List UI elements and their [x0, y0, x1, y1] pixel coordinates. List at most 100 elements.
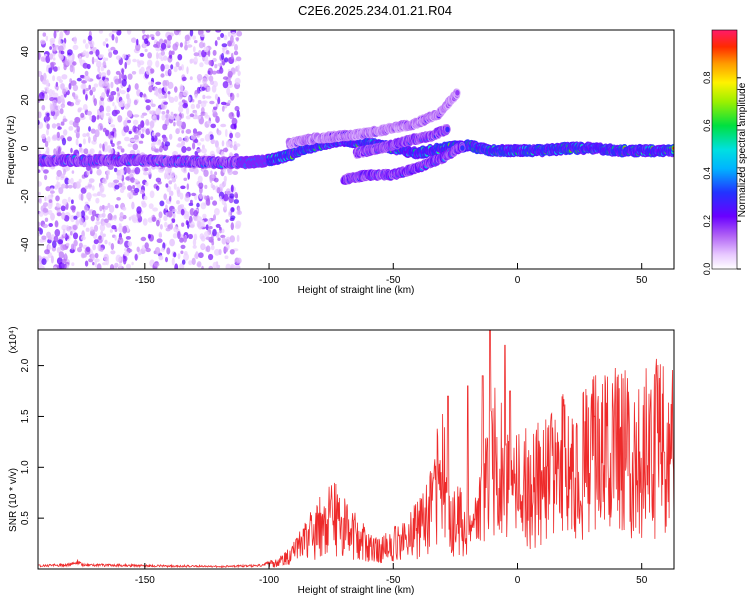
heatmap-cell — [203, 169, 209, 177]
heatmap-cell — [217, 96, 221, 105]
heatmap-cell — [189, 30, 194, 37]
heatmap-cell — [90, 128, 96, 134]
heatmap-cell — [149, 98, 154, 106]
heatmap-cell — [80, 252, 86, 259]
heatmap-cell — [160, 42, 167, 50]
heatmap-cell — [58, 39, 62, 45]
heatmap-cell — [68, 125, 74, 131]
heatmap-cell — [108, 133, 111, 139]
heatmap-cell — [188, 233, 193, 240]
heatmap-cell — [64, 177, 70, 185]
heatmap-cell — [70, 205, 76, 211]
heatmap-cell — [89, 51, 94, 55]
heatmap-cell — [89, 89, 93, 96]
heatmap-cell — [62, 228, 66, 237]
heatmap-cell — [82, 50, 87, 56]
heatmap-cell — [116, 30, 122, 36]
heatmap-cell — [129, 169, 136, 173]
heatmap-cell — [230, 222, 234, 231]
heatmap-cell — [104, 218, 109, 224]
heatmap-cell — [145, 181, 149, 187]
heatmap-cell — [201, 86, 206, 91]
heatmap-cell — [172, 233, 178, 239]
heatmap-cell — [134, 83, 139, 90]
heatmap-cell — [173, 183, 177, 190]
heatmap-cell — [106, 105, 111, 113]
heatmap-cell — [196, 148, 202, 153]
heatmap-cell — [63, 168, 66, 175]
heatmap-cell — [104, 239, 108, 245]
heatmap-cell — [210, 123, 216, 129]
heatmap-cell — [80, 83, 87, 90]
heatmap-cell — [94, 258, 100, 263]
heatmap-cell — [83, 148, 89, 155]
heatmap-cell — [200, 111, 206, 116]
heatmap-cell — [56, 257, 63, 265]
heatmap-cell — [173, 66, 178, 73]
heatmap-cell — [95, 197, 100, 204]
heatmap-cell — [201, 148, 207, 154]
heatmap-cell — [41, 104, 46, 111]
heatmap-cell — [130, 215, 134, 219]
heatmap-cell — [101, 236, 105, 241]
heatmap-cell — [122, 225, 128, 234]
heatmap-cell — [55, 81, 59, 88]
heatmap-cell — [93, 83, 99, 88]
heatmap-cell — [135, 43, 141, 52]
heatmap-cell — [48, 199, 53, 204]
heatmap-cell — [114, 109, 120, 115]
heatmap-cell — [68, 82, 72, 90]
heatmap-cell — [121, 181, 125, 186]
heatmap-cell — [115, 55, 122, 60]
heatmap-cell — [110, 81, 114, 89]
heatmap-cell — [53, 235, 59, 242]
heatmap-cell — [118, 262, 122, 269]
heatmap-cell — [53, 30, 57, 39]
heatmap-cell — [110, 46, 116, 51]
heatmap-cell — [156, 219, 160, 227]
heatmap-cell — [169, 114, 175, 120]
heatmap-cell — [177, 231, 181, 239]
heatmap-cell — [52, 75, 56, 82]
heatmap-cell — [161, 141, 165, 149]
heatmap-cell — [190, 221, 195, 229]
heatmap-cell — [127, 185, 133, 191]
heatmap-cell — [184, 39, 188, 48]
heatmap-cell — [82, 133, 87, 138]
heatmap-cell — [78, 242, 83, 249]
heatmap-cell — [133, 134, 139, 140]
heatmap-cell — [127, 241, 132, 247]
heatmap-cell — [181, 99, 186, 104]
heatmap-cell — [145, 68, 151, 75]
heatmap-cell — [169, 133, 173, 140]
heatmap-cell — [176, 120, 183, 127]
heatmap-cell — [233, 199, 239, 204]
heatmap-cell — [111, 34, 115, 41]
heatmap-cell — [229, 193, 235, 199]
heatmap-cell — [213, 106, 218, 110]
heatmap-cell — [106, 69, 111, 76]
heatmap-cell — [73, 36, 77, 45]
heatmap-cell — [38, 221, 41, 228]
heatmap-cell — [116, 197, 121, 201]
heatmap-cell — [237, 64, 240, 71]
heatmap-cell — [124, 103, 130, 110]
heatmap-cell — [81, 80, 87, 84]
heatmap-cell — [99, 205, 103, 212]
heatmap-cell — [111, 182, 115, 188]
heatmap-cell — [161, 114, 166, 121]
heatmap-cell — [161, 111, 166, 115]
heatmap-cell — [196, 74, 203, 81]
heatmap-cell — [82, 138, 86, 145]
heatmap-cell — [56, 131, 60, 139]
heatmap-cell — [185, 192, 190, 198]
heatmap-cell — [202, 94, 206, 100]
heatmap-cell — [191, 257, 196, 265]
heatmap-cell — [141, 30, 146, 34]
heatmap-cell — [102, 57, 107, 63]
heatmap-cell — [69, 120, 74, 126]
heatmap-cell — [110, 243, 115, 250]
heatmap-cell — [98, 79, 105, 88]
heatmap-cell — [225, 129, 228, 137]
heatmap-cell — [70, 243, 75, 251]
